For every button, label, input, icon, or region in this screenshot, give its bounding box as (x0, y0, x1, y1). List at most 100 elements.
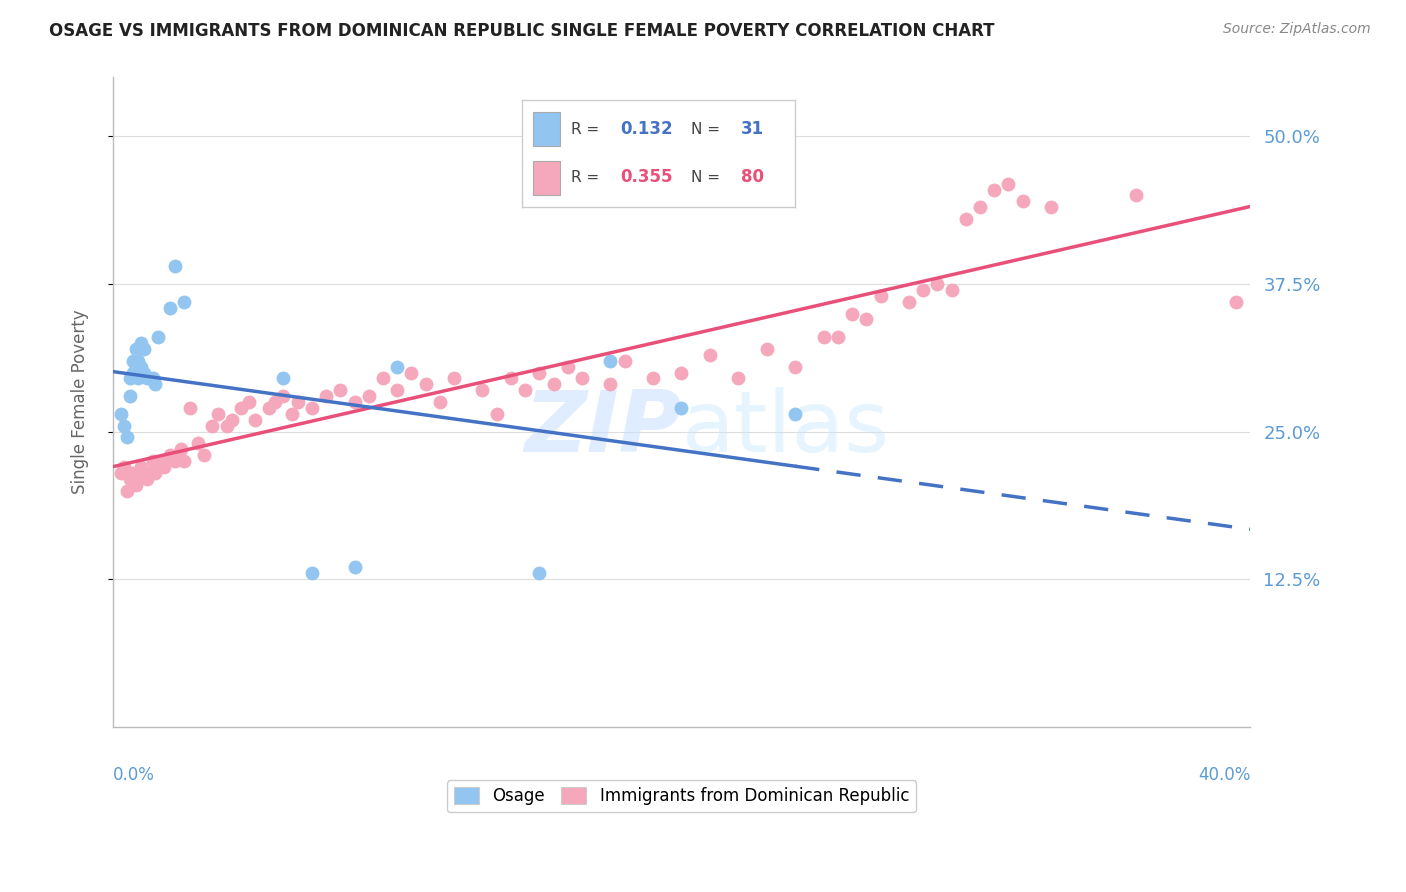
Point (301, 401, 323, 415)
Point (159, 448, 181, 462)
Point (785, 359, 807, 374)
Point (401, 366, 423, 380)
Text: 40.0%: 40.0% (1198, 765, 1250, 783)
Point (257, 401, 280, 415)
Point (273, 371, 295, 385)
Point (912, 283, 935, 297)
Point (927, 277, 949, 291)
Point (1040, 200, 1063, 214)
Point (997, 177, 1019, 191)
Point (264, 395, 287, 409)
Text: 0.0%: 0.0% (112, 765, 155, 783)
Point (121, 466, 143, 480)
Point (613, 353, 636, 368)
Point (110, 407, 132, 421)
Point (485, 407, 508, 421)
Point (513, 383, 536, 397)
Point (173, 294, 195, 309)
Point (315, 389, 337, 403)
Point (221, 413, 243, 427)
Point (841, 306, 863, 320)
Point (1225, 294, 1247, 309)
Point (187, 436, 209, 450)
Point (148, 330, 170, 344)
Point (136, 371, 159, 385)
Point (357, 389, 380, 403)
Point (429, 395, 451, 409)
Point (136, 472, 159, 486)
Point (112, 418, 135, 433)
Point (529, 366, 551, 380)
Point (118, 472, 141, 486)
Point (969, 200, 991, 214)
Point (955, 212, 977, 227)
Text: ZIP: ZIP (524, 386, 682, 469)
Point (207, 407, 229, 421)
Point (281, 407, 304, 421)
Point (134, 366, 156, 380)
Point (385, 383, 408, 397)
Point (785, 407, 807, 421)
Point (215, 418, 238, 433)
Point (755, 342, 778, 356)
Point (273, 389, 295, 403)
Point (443, 371, 465, 385)
Point (671, 366, 693, 380)
Point (571, 371, 593, 385)
Text: Source: ZipAtlas.com: Source: ZipAtlas.com (1223, 22, 1371, 37)
Text: OSAGE VS IMMIGRANTS FROM DOMINICAN REPUBLIC SINGLE FEMALE POVERTY CORRELATION CH: OSAGE VS IMMIGRANTS FROM DOMINICAN REPUB… (49, 22, 994, 40)
Y-axis label: Single Female Poverty: Single Female Poverty (72, 310, 89, 494)
Point (983, 183, 1005, 197)
Point (165, 260, 187, 274)
Point (129, 336, 152, 351)
Point (127, 353, 149, 368)
Point (599, 353, 621, 368)
Point (897, 294, 920, 309)
Point (869, 289, 891, 303)
Point (118, 371, 141, 385)
Point (139, 371, 162, 385)
Point (145, 466, 167, 480)
Point (499, 371, 522, 385)
Point (142, 371, 165, 385)
Point (599, 377, 621, 392)
Point (179, 401, 201, 415)
Point (557, 359, 579, 374)
Point (145, 377, 167, 392)
Point (150, 454, 173, 468)
Legend: Osage, Immigrants from Dominican Republic: Osage, Immigrants from Dominican Republi… (447, 780, 915, 812)
Point (156, 454, 179, 468)
Point (1125, 188, 1147, 202)
Point (813, 330, 835, 344)
Point (173, 454, 195, 468)
Point (238, 395, 260, 409)
Point (193, 448, 215, 462)
Point (170, 442, 193, 457)
Point (343, 560, 366, 574)
Point (201, 418, 224, 433)
Point (699, 348, 721, 362)
Point (1011, 194, 1033, 209)
Point (129, 359, 152, 374)
Point (543, 377, 565, 392)
Point (115, 430, 138, 444)
Point (142, 454, 165, 468)
Point (855, 312, 877, 326)
Point (118, 389, 141, 403)
Point (243, 413, 266, 427)
Point (124, 342, 146, 356)
Text: atlas: atlas (682, 386, 890, 469)
Point (139, 466, 162, 480)
Point (371, 371, 394, 385)
Point (301, 566, 323, 581)
Point (134, 342, 156, 356)
Point (153, 460, 176, 475)
Point (827, 330, 849, 344)
Point (121, 366, 143, 380)
Point (641, 371, 664, 385)
Point (115, 483, 138, 498)
Point (124, 359, 146, 374)
Point (529, 566, 551, 581)
Point (124, 477, 146, 491)
Point (129, 460, 152, 475)
